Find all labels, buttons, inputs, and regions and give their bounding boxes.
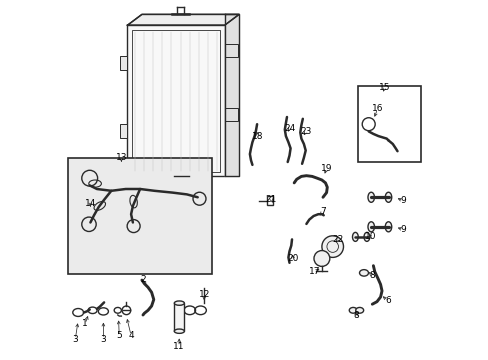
Text: 6: 6 [384, 296, 390, 305]
Text: 3: 3 [72, 335, 78, 343]
Text: 14: 14 [84, 199, 96, 208]
Text: 15: 15 [378, 83, 390, 91]
Text: 9: 9 [400, 225, 406, 234]
Ellipse shape [363, 233, 369, 242]
Text: 12: 12 [198, 290, 209, 299]
Text: 22: 22 [332, 235, 343, 244]
Text: 13: 13 [115, 153, 127, 162]
Bar [132, 30, 220, 172]
Ellipse shape [174, 301, 184, 305]
Circle shape [313, 251, 329, 266]
Text: 2: 2 [140, 274, 145, 284]
Text: 24: 24 [284, 124, 295, 133]
Ellipse shape [385, 192, 391, 202]
Bar [120, 56, 127, 70]
Text: 10: 10 [364, 233, 375, 242]
Ellipse shape [352, 233, 358, 242]
Text: 1: 1 [82, 320, 88, 328]
Ellipse shape [385, 222, 391, 232]
Ellipse shape [367, 192, 374, 202]
Text: 20: 20 [287, 254, 298, 263]
Bar [68, 158, 212, 274]
Text: 3: 3 [101, 335, 106, 343]
Text: 18: 18 [252, 132, 264, 140]
Bar [120, 124, 127, 138]
Bar [224, 108, 238, 121]
Text: 5: 5 [116, 331, 122, 340]
Text: 11: 11 [173, 342, 184, 351]
Polygon shape [127, 14, 239, 25]
Text: 8: 8 [352, 310, 358, 320]
Ellipse shape [367, 222, 374, 232]
Text: 9: 9 [400, 197, 406, 205]
Text: 16: 16 [371, 104, 383, 113]
Polygon shape [224, 14, 239, 176]
Text: 8: 8 [368, 271, 374, 280]
Text: 21: 21 [265, 195, 277, 204]
Bar [224, 44, 238, 57]
Text: 23: 23 [300, 127, 311, 136]
Bar [174, 303, 184, 331]
Bar [127, 25, 224, 176]
Ellipse shape [359, 270, 368, 276]
Text: 19: 19 [320, 164, 332, 173]
Bar [357, 86, 420, 162]
Ellipse shape [348, 307, 356, 313]
Text: 4: 4 [128, 331, 134, 340]
Ellipse shape [355, 307, 363, 313]
Bar [266, 196, 273, 205]
Text: 17: 17 [308, 267, 320, 276]
Ellipse shape [174, 329, 184, 333]
Circle shape [321, 236, 343, 257]
Text: 7: 7 [320, 207, 325, 216]
